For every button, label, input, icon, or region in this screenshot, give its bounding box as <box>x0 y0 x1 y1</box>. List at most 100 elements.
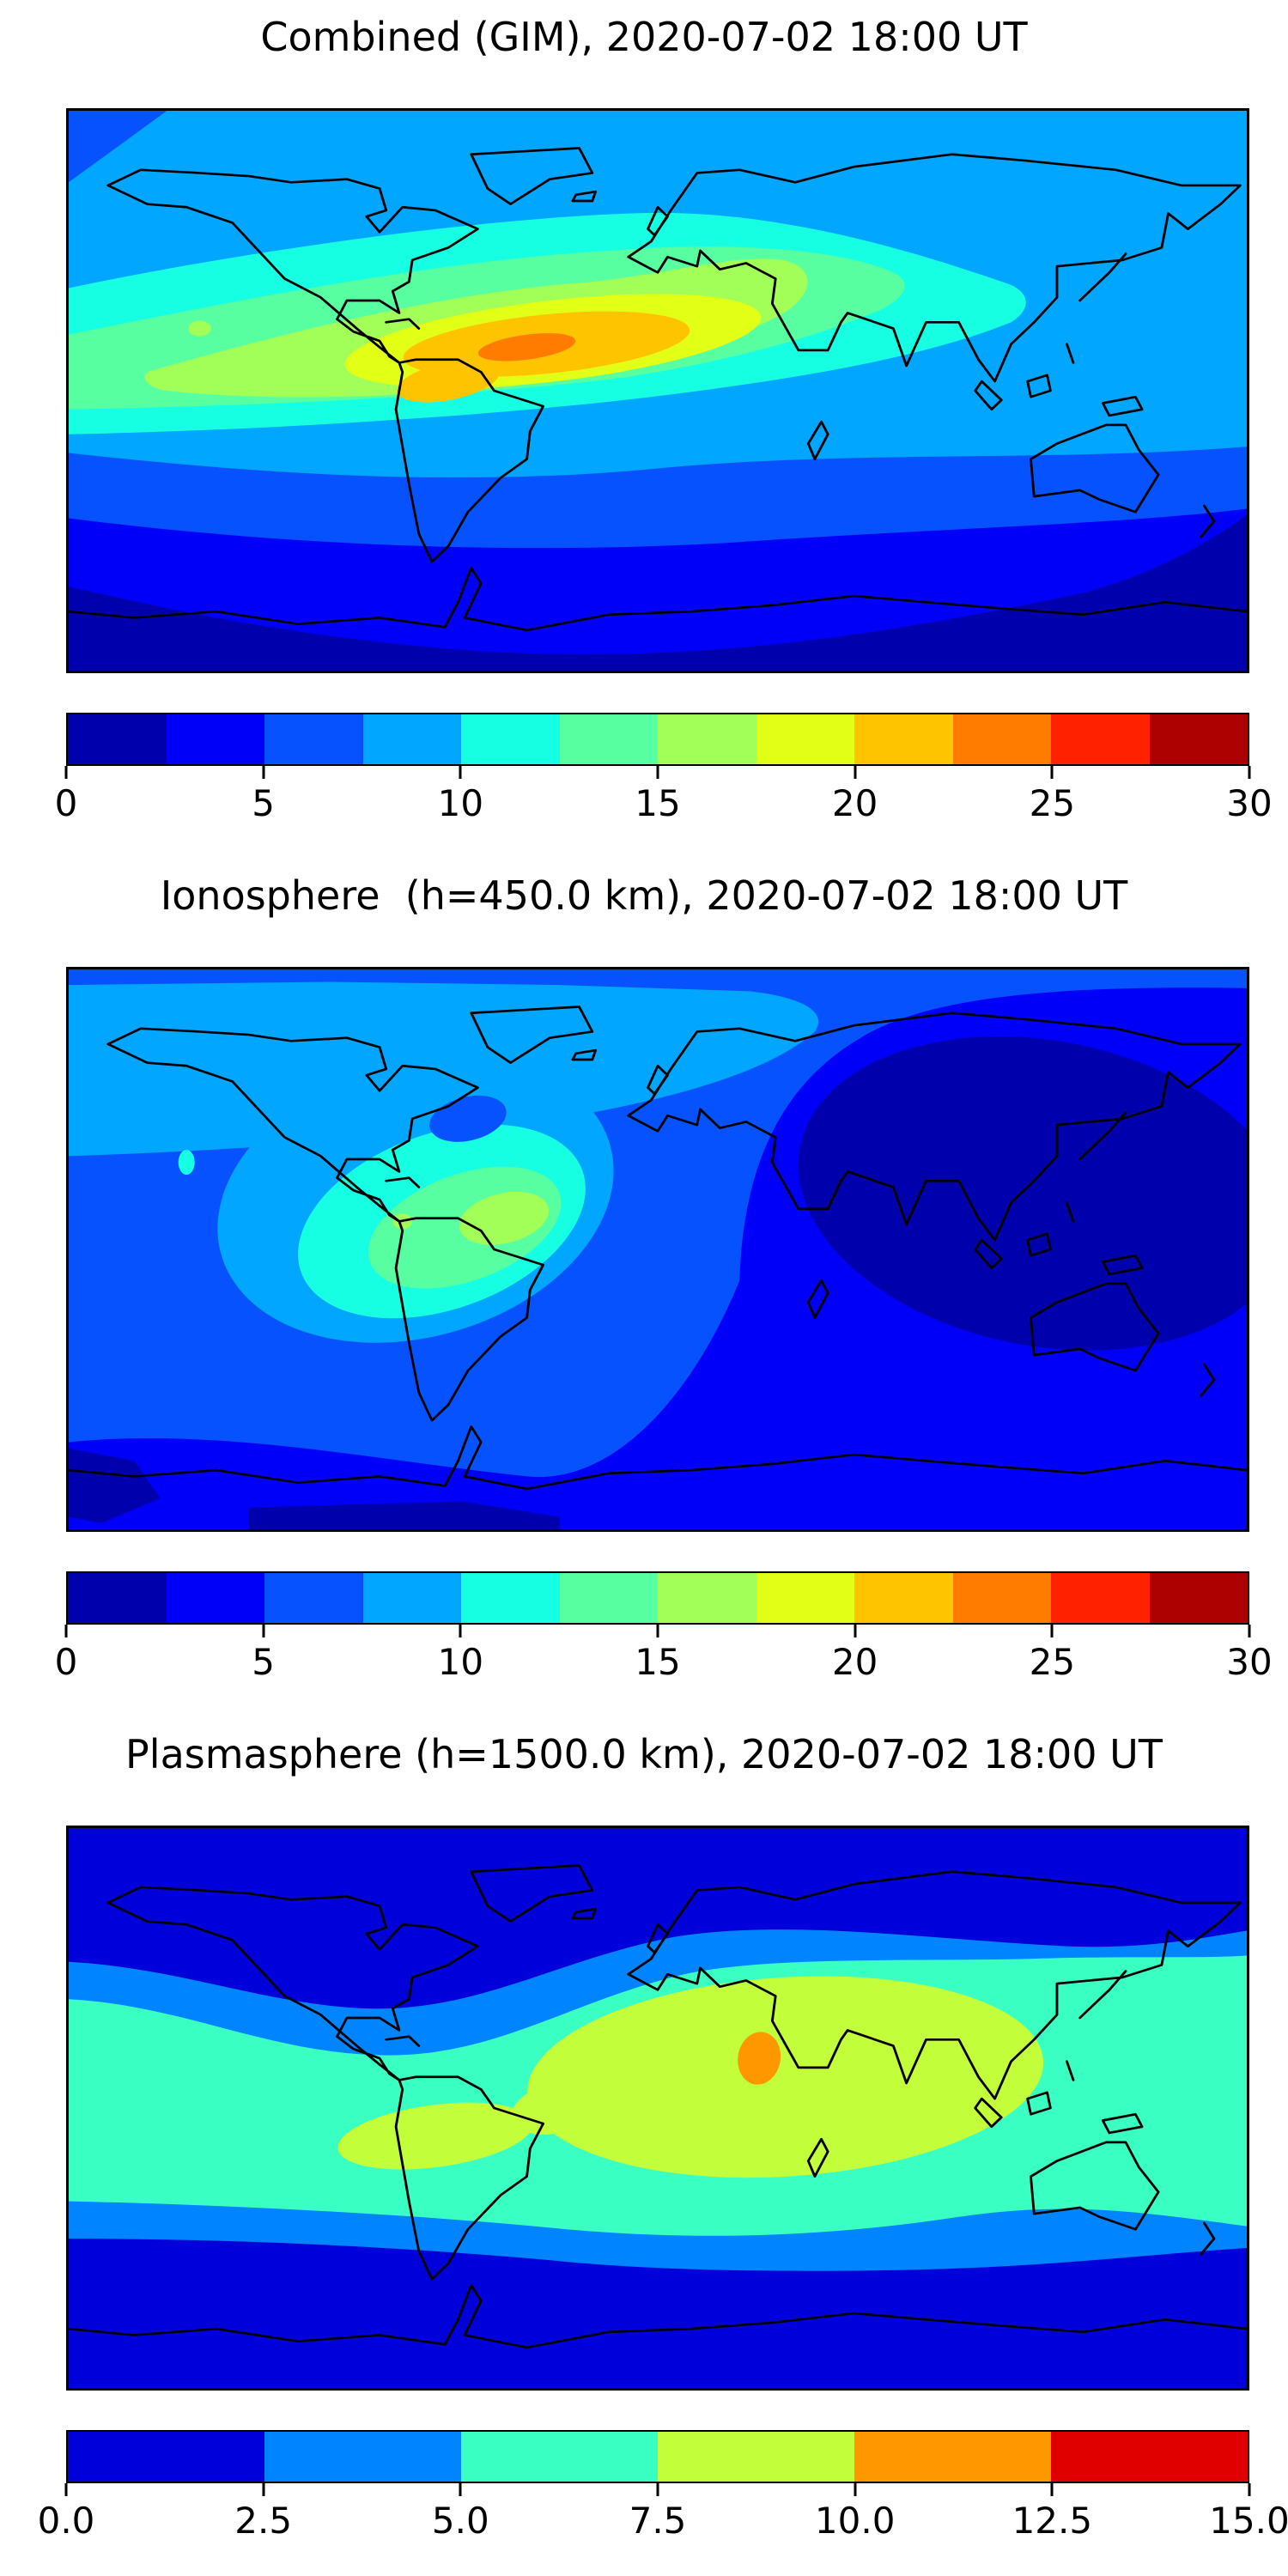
colorbar-tick <box>1050 766 1054 779</box>
contour-region <box>248 1501 560 1529</box>
colorbar-tick-label: 15.0 <box>1209 2500 1288 2542</box>
colorbar-tick-labels: 0 5 10 15 20 25 30 <box>55 1641 1273 1685</box>
colorbar-tick <box>262 2483 265 2496</box>
colorbar-segment <box>854 1573 953 1623</box>
colorbar-combined <box>66 713 1249 766</box>
colorbar-tick-label: 5 <box>252 782 276 824</box>
colorbar-tick <box>459 1625 462 1637</box>
colorbar-ticks <box>64 2483 1251 2497</box>
colorbar-ionosphere <box>66 1571 1249 1625</box>
colorbar-tick-label: 20 <box>831 782 878 824</box>
contour-region <box>337 2102 533 2170</box>
colorbar-tick <box>1248 2483 1251 2496</box>
colorbar-tick <box>854 2483 857 2496</box>
colorbar-tick-label: 5.0 <box>431 2500 489 2542</box>
colorbar-segment <box>952 1573 1051 1623</box>
colorbar-segment <box>658 1573 756 1623</box>
colorbar-tick <box>1050 2483 1054 2496</box>
colorbar-tick <box>459 766 462 779</box>
colorbar-tick <box>262 766 265 779</box>
colorbar-tick <box>64 766 68 779</box>
colorbar-tick-label: 25 <box>1029 1641 1076 1683</box>
panel-title: Plasmasphere (h=1500.0 km), 2020-07-02 1… <box>125 1731 1163 1777</box>
colorbar-segment <box>362 714 461 764</box>
contour-minimum-asia <box>798 1036 1247 1351</box>
colorbar-tick-labels: 0 5 10 15 20 25 30 <box>55 782 1273 826</box>
colorbar-segment <box>658 2432 854 2482</box>
colorbar-segment <box>756 1573 854 1623</box>
colorbar-tick-label: 30 <box>1226 782 1273 824</box>
colorbar-segment <box>461 2432 658 2482</box>
colorbar-tick-labels: 0.0 2.5 5.0 7.5 10.0 12.5 15.0 <box>38 2500 1288 2543</box>
map-frame <box>66 967 1249 1532</box>
contour-region <box>188 320 211 337</box>
colorbar-segment <box>854 714 953 764</box>
colorbar-segment <box>362 1573 461 1623</box>
panel-plasmasphere: Plasmasphere (h=1500.0 km), 2020-07-02 1… <box>0 1717 1288 2576</box>
colorbar-segment <box>461 714 560 764</box>
map-frame <box>66 108 1249 673</box>
colorbar-tick-label: 20 <box>831 1641 878 1683</box>
colorbar-segment <box>264 2432 461 2482</box>
colorbar-tick-label: 10 <box>437 1641 484 1683</box>
colorbar-tick-label: 15 <box>635 1641 681 1683</box>
colorbar-segment <box>264 714 363 764</box>
colorbar-segment <box>559 1573 658 1623</box>
colorbar-segment <box>1051 1573 1150 1623</box>
colorbar-segment <box>68 2432 264 2482</box>
contour-peak-core <box>477 333 576 361</box>
colorbar-tick-label: 30 <box>1226 1641 1273 1683</box>
contour-region <box>397 360 500 403</box>
colorbar-segment <box>461 1573 560 1623</box>
contour-region <box>69 1448 161 1523</box>
map-canvas-combined <box>69 111 1247 671</box>
colorbar-tick-label: 12.5 <box>1012 2500 1093 2542</box>
colorbar-tick <box>1248 1625 1251 1637</box>
colorbar-tick <box>64 2483 68 2496</box>
colorbar-segment <box>1149 1573 1248 1623</box>
colorbar-tick-label: 2.5 <box>234 2500 293 2542</box>
colorbar-segment <box>68 714 167 764</box>
colorbar-segment <box>264 1573 363 1623</box>
contour-region <box>178 1150 195 1176</box>
contour-peak-core <box>738 2032 781 2085</box>
colorbar-tick-label: 10 <box>437 782 484 824</box>
colorbar-segment <box>756 714 854 764</box>
colorbar-segment <box>166 714 264 764</box>
colorbar-segment <box>1051 2432 1248 2482</box>
colorbar-segment <box>952 714 1051 764</box>
colorbar-segment <box>658 714 756 764</box>
colorbar-tick <box>459 2483 462 2496</box>
colorbar-tick-label: 0 <box>54 1641 78 1683</box>
colorbar-tick-label: 5 <box>252 1641 276 1683</box>
colorbar-segment <box>1149 714 1248 764</box>
colorbar-segment <box>166 1573 264 1623</box>
colorbar-tick-label: 0.0 <box>37 2500 95 2542</box>
contour-region <box>527 1976 1044 2178</box>
colorbar-segment <box>854 2432 1051 2482</box>
colorbar-tick <box>656 2483 659 2496</box>
map-canvas-plasmasphere <box>69 1828 1247 2388</box>
colorbar-tick <box>656 766 659 779</box>
colorbar-ticks <box>64 1625 1251 1638</box>
panel-title: Combined (GIM), 2020-07-02 18:00 UT <box>260 14 1028 60</box>
colorbar-tick <box>854 1625 857 1637</box>
colorbar-ticks <box>64 766 1251 780</box>
colorbar-tick <box>1248 766 1251 779</box>
panel-combined-gim: Combined (GIM), 2020-07-02 18:00 UT <box>0 0 1288 859</box>
colorbar-tick-label: 7.5 <box>629 2500 687 2542</box>
colorbar-tick <box>854 766 857 779</box>
colorbar-tick <box>64 1625 68 1637</box>
colorbar-tick-label: 10.0 <box>814 2500 896 2542</box>
map-canvas-ionosphere <box>69 969 1247 1529</box>
colorbar-tick-label: 0 <box>54 782 78 824</box>
contour-region <box>69 514 1247 671</box>
colorbar-tick <box>262 1625 265 1637</box>
colorbar-segment <box>559 714 658 764</box>
colorbar-tick <box>1050 1625 1054 1637</box>
colorbar-tick-label: 15 <box>635 782 681 824</box>
colorbar-tick-label: 25 <box>1029 782 1076 824</box>
panel-ionosphere: Ionosphere (h=450.0 km), 2020-07-02 18:0… <box>0 859 1288 1717</box>
colorbar-tick <box>656 1625 659 1637</box>
